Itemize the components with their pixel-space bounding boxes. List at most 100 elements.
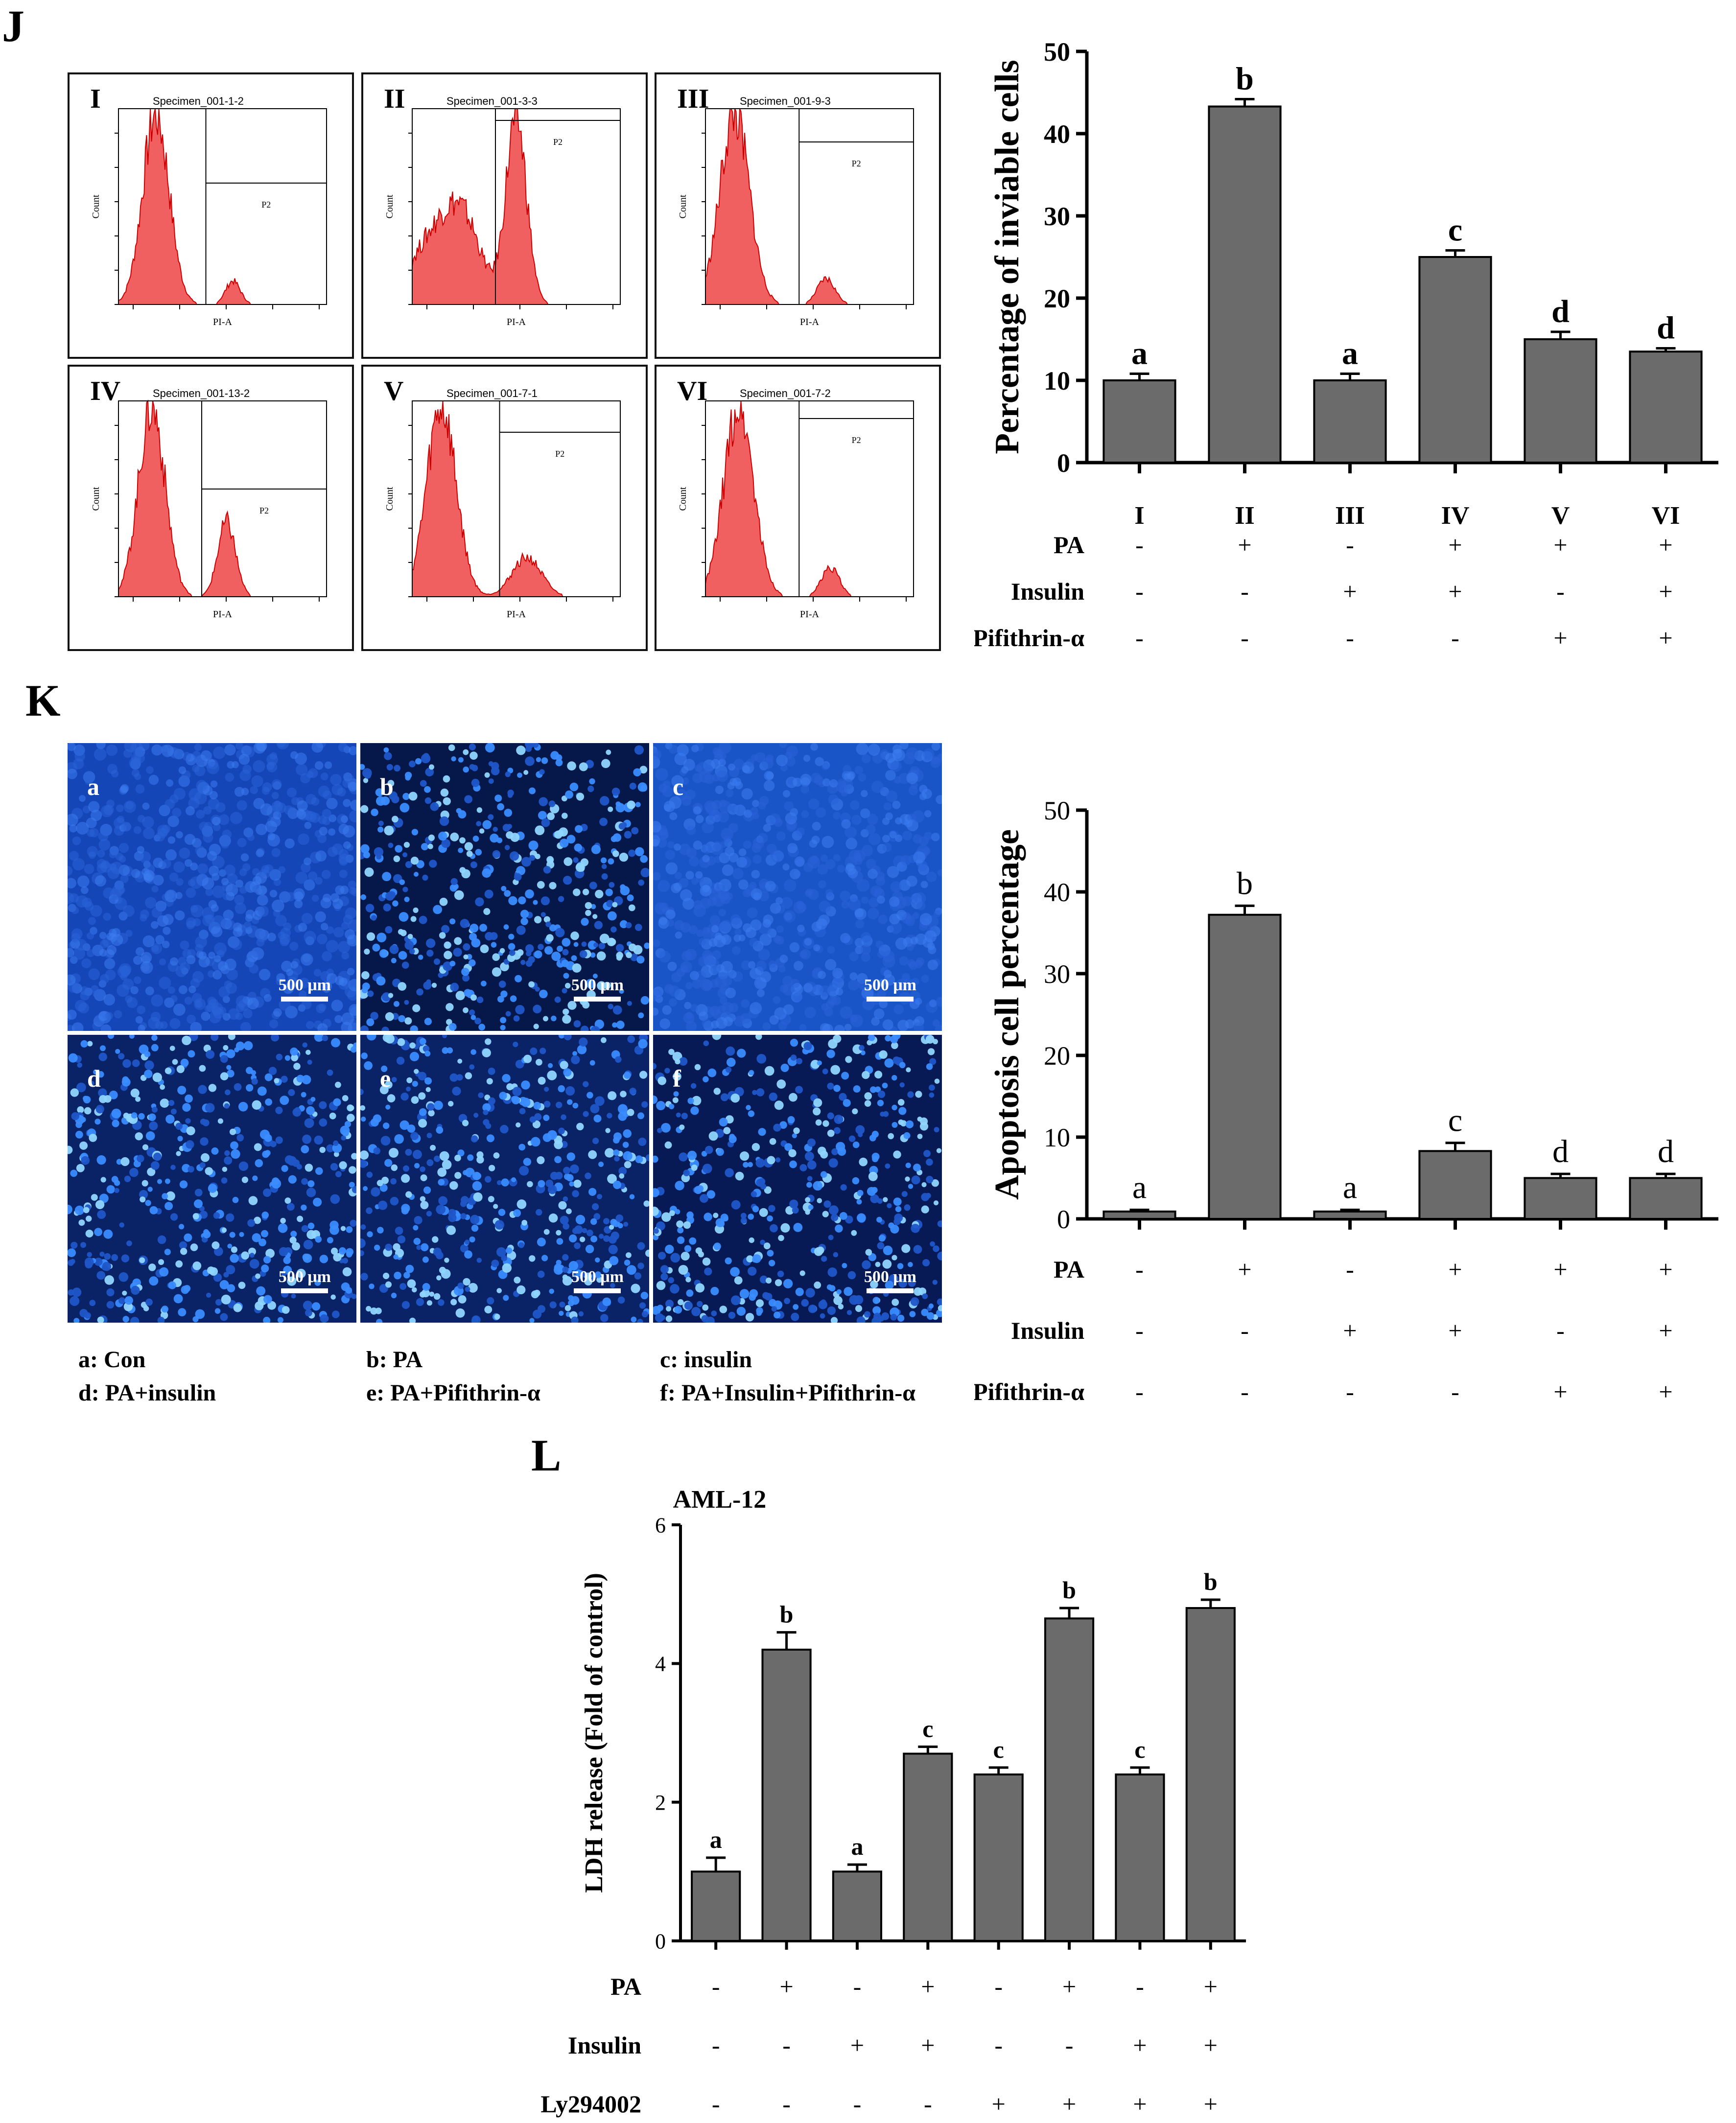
nucleus <box>695 1247 703 1254</box>
nucleus <box>173 861 185 873</box>
nucleus <box>149 1206 158 1214</box>
nucleus <box>534 1289 540 1297</box>
nucleus <box>208 1084 217 1092</box>
nucleus <box>449 1181 458 1190</box>
significance-letter: c <box>922 1715 933 1742</box>
nucleus <box>231 1149 240 1159</box>
nucleus <box>767 1156 775 1165</box>
treatment-sign: + <box>1553 531 1567 559</box>
nucleus <box>360 764 365 770</box>
nucleus <box>806 1182 812 1188</box>
scale-bar: 500 μm <box>279 1268 331 1293</box>
nucleus <box>921 1182 927 1188</box>
nucleus <box>725 987 736 999</box>
nucleus <box>610 1231 619 1240</box>
nucleus <box>905 1120 914 1128</box>
nucleus <box>442 1047 449 1054</box>
nucleus <box>875 1261 881 1267</box>
nucleus <box>537 1156 545 1165</box>
nucleus <box>379 949 388 958</box>
nucleus <box>909 961 918 970</box>
nucleus <box>239 1232 244 1237</box>
significance-letter: a <box>710 1826 722 1853</box>
nucleus <box>79 795 86 802</box>
nucleus <box>695 815 704 823</box>
nucleus <box>540 896 550 906</box>
nucleus <box>717 770 728 782</box>
nucleus <box>703 1076 709 1083</box>
nucleus <box>911 1224 920 1233</box>
nucleus <box>410 1132 419 1140</box>
nucleus <box>106 745 118 756</box>
nucleus <box>424 797 432 804</box>
nucleus <box>710 1286 719 1296</box>
nucleus <box>799 950 807 958</box>
nucleus <box>799 1164 807 1171</box>
nucleus <box>426 938 436 948</box>
nucleus <box>756 1088 765 1096</box>
nucleus <box>482 1048 491 1057</box>
nucleus <box>548 800 556 807</box>
nucleus <box>541 1255 548 1261</box>
nucleus <box>627 1109 634 1116</box>
nucleus <box>609 938 616 946</box>
nucleus <box>109 850 117 859</box>
nucleus <box>385 1104 391 1110</box>
nucleus <box>315 877 323 885</box>
nucleus <box>710 759 721 769</box>
nucleus <box>861 932 871 943</box>
significance-letter: c <box>1134 1736 1145 1763</box>
nucleus <box>679 1152 688 1162</box>
nucleus <box>608 858 614 864</box>
nucleus <box>76 821 89 835</box>
nucleus <box>588 1150 597 1159</box>
nucleus <box>624 831 632 839</box>
nucleus <box>776 925 784 933</box>
bar-III <box>1313 379 1387 464</box>
nucleus <box>782 976 793 986</box>
nucleus <box>119 785 128 794</box>
nucleus <box>188 1035 198 1041</box>
nucleus <box>458 847 464 853</box>
nucleus <box>116 804 124 813</box>
nucleus <box>682 777 689 785</box>
nucleus <box>104 958 116 969</box>
nucleus <box>856 743 868 755</box>
nucleus <box>769 813 781 825</box>
nucleus <box>196 780 208 792</box>
nucleus <box>104 1095 112 1103</box>
nucleus <box>668 1049 675 1055</box>
nucleus <box>284 838 295 849</box>
nucleus <box>671 972 681 982</box>
nucleus <box>919 913 932 926</box>
nucleus <box>758 949 770 960</box>
nucleus <box>514 1277 521 1283</box>
treatment-sign: + <box>1659 578 1672 605</box>
nucleus <box>686 1211 694 1219</box>
nucleus <box>198 1085 207 1094</box>
nucleus <box>702 1258 711 1266</box>
nucleus <box>384 1159 393 1167</box>
nucleus <box>708 810 722 822</box>
nucleus <box>730 914 741 925</box>
nucleus <box>845 1056 852 1063</box>
nucleus <box>562 938 571 947</box>
nucleus <box>167 816 179 827</box>
nucleus <box>543 1016 548 1022</box>
nucleus <box>500 990 508 998</box>
nucleus <box>226 1265 235 1275</box>
nucleus <box>249 1259 259 1269</box>
nucleus <box>277 1317 283 1323</box>
treatment-sign: - <box>1346 1256 1354 1283</box>
nucleus <box>850 1014 858 1023</box>
panel-label-l: L <box>531 1430 562 1480</box>
nucleus <box>304 931 316 943</box>
nucleus <box>902 973 910 981</box>
nucleus <box>97 1210 106 1219</box>
nucleus <box>230 812 242 824</box>
scale-bar-line <box>574 997 621 1002</box>
nucleus <box>212 886 225 898</box>
nucleus <box>234 894 244 905</box>
nucleus <box>814 775 823 785</box>
nucleus <box>89 1080 94 1086</box>
